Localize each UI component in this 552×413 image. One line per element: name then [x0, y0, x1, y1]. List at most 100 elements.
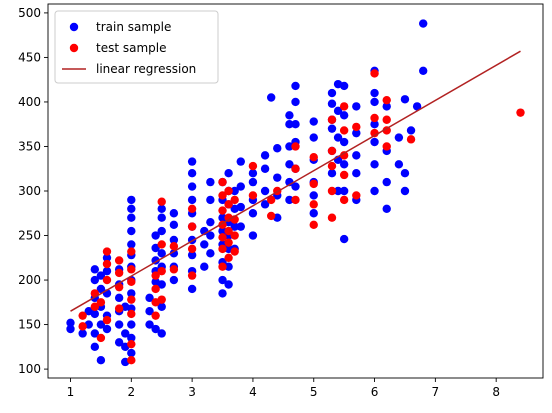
data-point [114, 293, 124, 303]
data-point [339, 151, 349, 160]
legend: train sample test sample linear regression [54, 10, 219, 84]
data-point [327, 213, 337, 222]
data-point [206, 177, 215, 187]
data-point [309, 220, 318, 230]
data-point [370, 97, 379, 107]
data-point [187, 157, 197, 166]
data-point [127, 204, 136, 214]
data-point [127, 265, 136, 274]
data-point [187, 244, 197, 254]
data-point [218, 244, 227, 254]
data-point [382, 126, 391, 135]
legend-marker [69, 22, 79, 32]
regression-line [70, 50, 521, 312]
data-point [248, 177, 258, 187]
data-point [260, 151, 270, 160]
data-point [206, 217, 215, 227]
data-point [327, 115, 337, 124]
data-point [157, 280, 166, 289]
x-tick-label: 4 [249, 385, 257, 399]
data-point [157, 329, 166, 338]
data-point [309, 117, 318, 126]
data-point [309, 209, 318, 218]
data-point [400, 168, 410, 178]
data-point [127, 355, 136, 365]
data-point [394, 133, 404, 142]
data-point [339, 126, 349, 135]
data-point [370, 88, 379, 98]
x-tick-label: 5 [310, 385, 318, 399]
data-point [266, 211, 276, 221]
data-point [333, 106, 343, 116]
data-point [218, 226, 227, 236]
data-point [230, 247, 239, 256]
data-point [157, 266, 166, 276]
y-tick-label: 150 [18, 318, 41, 332]
data-point [96, 271, 106, 280]
data-point [412, 102, 422, 111]
data-point [339, 195, 349, 205]
legend-marker [69, 43, 79, 53]
data-point [327, 99, 337, 108]
data-point [127, 240, 136, 249]
x-tick-label: 2 [127, 385, 135, 399]
data-point [145, 293, 154, 303]
data-point [187, 195, 197, 205]
data-point [285, 120, 294, 129]
data-point [230, 231, 239, 240]
data-point [157, 295, 166, 304]
data-point [291, 81, 300, 91]
data-point [236, 157, 245, 166]
data-point [114, 256, 124, 265]
data-point [309, 133, 318, 142]
data-point [102, 324, 112, 334]
data-point [260, 200, 270, 209]
data-point [187, 271, 197, 280]
legend-label: test sample [96, 41, 167, 55]
data-point [382, 102, 391, 111]
data-point [157, 240, 166, 249]
data-point [309, 191, 318, 200]
data-point [230, 195, 239, 205]
data-point [339, 102, 349, 111]
data-point [273, 173, 282, 182]
data-point [370, 120, 379, 129]
data-point [394, 160, 404, 169]
y-tick-label: 350 [18, 139, 41, 153]
data-point [102, 266, 112, 276]
data-point [206, 249, 215, 258]
data-point [206, 231, 215, 240]
data-point [90, 329, 100, 338]
data-point [200, 240, 209, 249]
legend-label: linear regression [96, 62, 196, 76]
data-point [169, 265, 179, 274]
data-point [96, 320, 106, 329]
data-point [218, 177, 227, 187]
data-point [327, 146, 337, 156]
data-point [224, 253, 233, 262]
data-point [187, 284, 197, 294]
data-point [309, 152, 318, 162]
data-point [236, 222, 245, 231]
data-point [419, 19, 428, 28]
data-point [224, 280, 233, 289]
data-point [157, 213, 166, 222]
data-point [127, 247, 136, 256]
data-point [121, 329, 130, 338]
y-tick-label: 200 [18, 273, 41, 287]
data-point [291, 195, 300, 205]
series-0 [66, 19, 428, 367]
data-point [127, 289, 136, 298]
data-point [248, 161, 258, 171]
data-point [224, 238, 233, 247]
data-point [102, 259, 112, 269]
data-point [151, 271, 160, 280]
data-point [224, 186, 233, 196]
data-point [309, 200, 318, 209]
data-point [400, 186, 410, 196]
data-point [187, 222, 197, 231]
data-point [327, 186, 337, 196]
data-point [370, 69, 379, 78]
data-point [151, 311, 160, 320]
data-point [90, 342, 100, 352]
